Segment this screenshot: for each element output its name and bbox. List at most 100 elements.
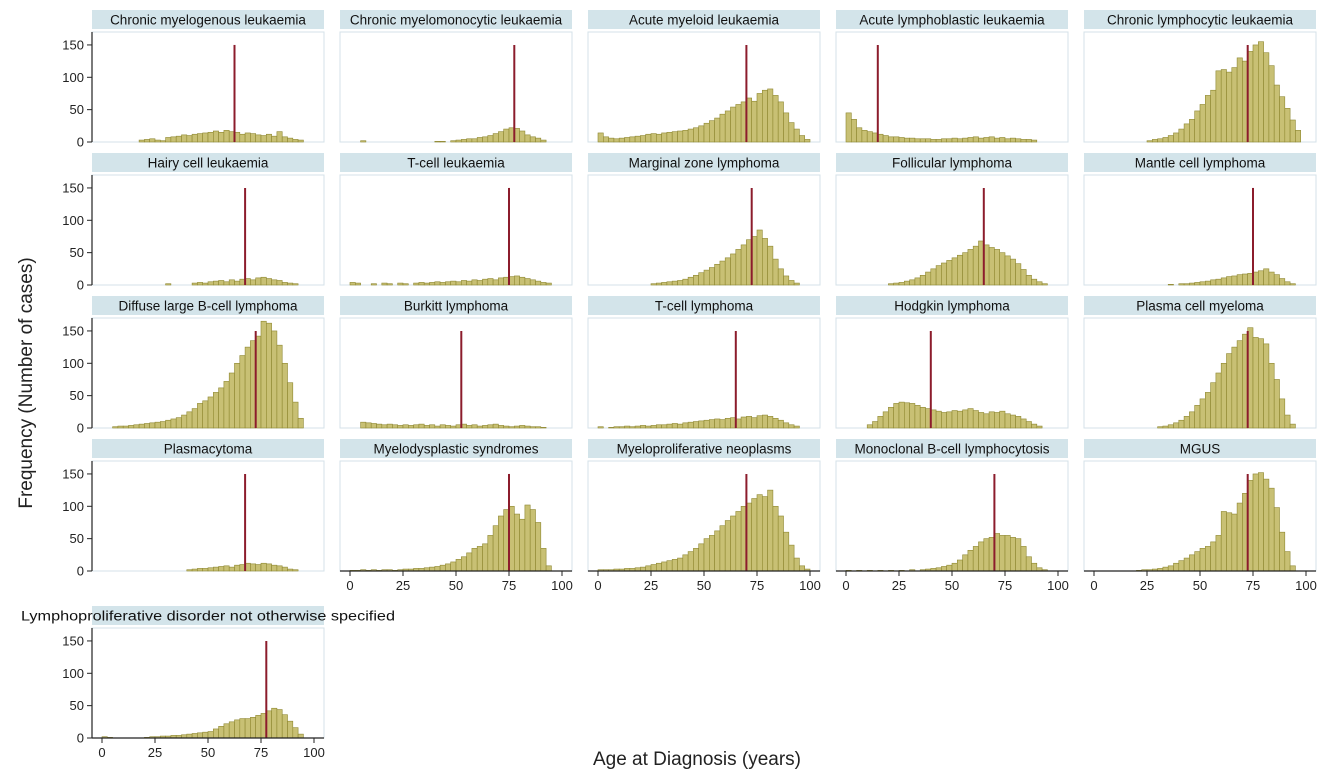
panel-header bbox=[836, 296, 1068, 315]
histogram-bar bbox=[655, 562, 662, 572]
histogram-bar bbox=[629, 426, 636, 429]
histogram-bar bbox=[1004, 413, 1011, 429]
panel-title: Follicular lymphoma bbox=[892, 156, 1013, 171]
panel-title: Hodgkin lymphoma bbox=[894, 299, 1010, 314]
histogram-bar bbox=[365, 422, 372, 429]
histogram-bar bbox=[413, 282, 420, 286]
histogram-bar bbox=[1183, 416, 1190, 429]
histogram-bar bbox=[714, 263, 721, 286]
panel-title: Myelodysplastic syndromes bbox=[373, 442, 538, 457]
histogram-bar bbox=[255, 134, 262, 143]
histogram-bar bbox=[1252, 473, 1259, 572]
y-tick-label: 150 bbox=[62, 633, 84, 648]
histogram-bar bbox=[1242, 273, 1249, 286]
histogram-bar bbox=[967, 408, 974, 429]
histogram-bar bbox=[160, 140, 166, 143]
histogram-bar bbox=[540, 548, 547, 572]
histogram-bar bbox=[397, 425, 404, 429]
panel: Myelodysplastic syndromes 0 25 50 75 100 bbox=[339, 439, 573, 593]
histogram-bar bbox=[972, 136, 979, 143]
histogram-bar bbox=[529, 426, 536, 429]
histogram-bar bbox=[983, 413, 990, 429]
histogram-bar bbox=[376, 423, 383, 429]
panel-header bbox=[1084, 296, 1316, 315]
x-tick-label: 25 bbox=[148, 745, 162, 760]
histogram-bar bbox=[666, 131, 673, 143]
histogram-bar bbox=[783, 112, 790, 143]
histogram-bar bbox=[671, 131, 678, 143]
histogram-bar bbox=[935, 410, 942, 429]
histogram-bar bbox=[740, 244, 747, 286]
histogram-bar bbox=[1167, 284, 1174, 286]
histogram-bar bbox=[250, 279, 256, 286]
histogram-bar bbox=[951, 257, 958, 286]
histogram-bar bbox=[276, 280, 283, 286]
histogram-bar bbox=[999, 252, 1006, 286]
x-tick-label: 25 bbox=[892, 578, 906, 593]
histogram-bar bbox=[693, 548, 700, 572]
histogram-bar bbox=[1226, 512, 1233, 572]
histogram-bar bbox=[1289, 423, 1296, 429]
histogram-bar bbox=[1231, 275, 1238, 286]
histogram-bar bbox=[866, 424, 873, 429]
histogram-bar bbox=[1199, 281, 1206, 286]
histogram-bar bbox=[935, 139, 942, 143]
histogram-bar bbox=[524, 278, 531, 286]
histogram-bar bbox=[767, 245, 774, 286]
y-tick-label: 0 bbox=[77, 731, 84, 746]
histogram-bar bbox=[682, 130, 689, 143]
histogram-bar bbox=[634, 135, 641, 143]
histogram-bar bbox=[165, 283, 172, 286]
histogram-bar bbox=[941, 262, 948, 286]
histogram-bar bbox=[360, 140, 367, 143]
histogram-bar bbox=[999, 410, 1006, 429]
x-tick-label: 50 bbox=[945, 578, 959, 593]
histogram-bar bbox=[983, 137, 990, 143]
y-tick-label: 0 bbox=[77, 421, 84, 436]
histogram-bar bbox=[487, 135, 494, 143]
histogram-bar bbox=[418, 423, 425, 429]
histogram-bar bbox=[777, 101, 784, 143]
histogram-bar bbox=[429, 424, 436, 429]
histogram-bar bbox=[698, 272, 705, 286]
histogram-bar bbox=[1199, 548, 1206, 572]
histogram-bar bbox=[349, 282, 356, 286]
histogram-bar bbox=[1157, 138, 1164, 143]
histogram-bar bbox=[202, 568, 209, 572]
histogram-bar bbox=[999, 535, 1006, 572]
histogram-bar bbox=[498, 515, 504, 572]
histogram-bar bbox=[693, 274, 700, 286]
histogram-bar bbox=[218, 387, 225, 429]
panel: T-cell leukaemia bbox=[339, 153, 573, 286]
histogram-bar bbox=[1284, 551, 1291, 572]
histogram-bar bbox=[524, 504, 531, 572]
histogram-bar bbox=[466, 552, 473, 572]
histogram-bar bbox=[170, 136, 177, 143]
histogram-bar bbox=[445, 563, 451, 572]
histogram-bar bbox=[228, 372, 235, 429]
panel-header bbox=[588, 10, 820, 29]
histogram-bar bbox=[529, 279, 536, 286]
histogram-bar bbox=[1009, 414, 1016, 429]
histogram-bar bbox=[1205, 95, 1211, 143]
x-tick-label: 50 bbox=[449, 578, 463, 593]
histogram-bar bbox=[487, 278, 494, 286]
histogram-bar bbox=[439, 282, 446, 286]
histogram-bar bbox=[498, 425, 504, 429]
histogram-bar bbox=[271, 279, 278, 286]
histogram-bar bbox=[903, 137, 910, 143]
histogram-bar bbox=[671, 423, 678, 429]
histogram-bar bbox=[1183, 123, 1190, 143]
histogram-bar bbox=[655, 282, 662, 286]
histogram-bar bbox=[165, 137, 172, 143]
histogram-bar bbox=[772, 505, 779, 572]
x-axis-label: Age at Diagnosis (years) bbox=[593, 749, 801, 770]
y-tick-label: 50 bbox=[70, 698, 84, 713]
histogram-bar bbox=[1004, 138, 1011, 143]
x-tick-label: 0 bbox=[346, 578, 353, 593]
histogram-bar bbox=[703, 269, 710, 286]
histogram-bar bbox=[1279, 96, 1286, 143]
histogram-bar bbox=[138, 139, 145, 143]
histogram-bar bbox=[492, 133, 499, 143]
